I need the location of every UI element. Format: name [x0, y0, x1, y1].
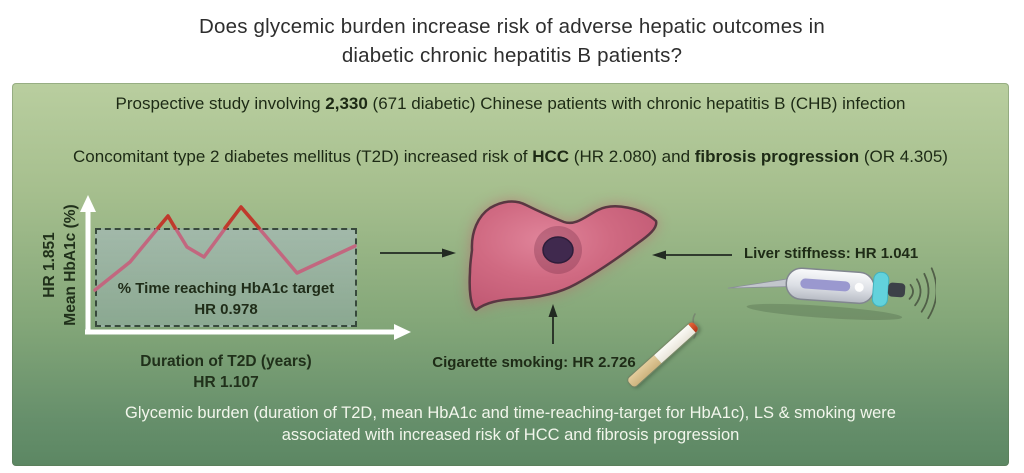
probe-stripe — [800, 278, 851, 292]
conclusion-line1: Glycemic burden (duration of T2D, mean H… — [125, 404, 896, 422]
x-axis-title: Duration of T2D (years) — [140, 353, 312, 370]
study-text-2: (671 diabetic) Chinese patients with chr… — [367, 94, 906, 113]
y-axis-arrowhead-icon — [80, 195, 96, 212]
hba1c-peak1-highlight — [156, 214, 177, 230]
y-axis-label: HR 1.851 Mean HbA1c (%) — [39, 180, 81, 350]
target-zone-label-line1: % Time reaching HbA1c target — [117, 280, 335, 297]
stat-text-2: (HR 2.080) and — [569, 147, 695, 166]
x-axis-arrowhead-icon — [394, 324, 411, 340]
target-zone-hr-value: HR 0.978 — [194, 301, 258, 318]
arrow-chart-to-liver-icon — [380, 248, 456, 258]
stat-hcc: HCC — [532, 147, 570, 166]
title-line1: Does glycemic burden increase risk of ad… — [198, 15, 826, 38]
hba1c-peak2-highlight — [223, 205, 261, 230]
stat-text-3: (OR 4.305) — [859, 147, 948, 166]
ultrasound-waves-icon — [908, 267, 936, 320]
arrow-smoking-to-liver-icon — [548, 304, 558, 344]
y-axis-hr-value: HR 1.851 — [41, 232, 58, 298]
page-title: Does glycemic burden increase risk of ad… — [0, 12, 1024, 70]
hba1c-line-chart — [80, 195, 411, 340]
cigarette-icon — [616, 313, 708, 394]
x-axis-hr-value: HR 1.107 — [193, 374, 259, 391]
title-line2: diabetic chronic hepatitis B patients? — [341, 44, 683, 67]
conclusion-line2: associated with increased risk of HCC an… — [281, 426, 740, 444]
cigarette-paper — [654, 324, 696, 364]
study-description: Prospective study involving 2,330 (671 d… — [12, 94, 1009, 114]
probe-ring — [871, 271, 890, 307]
probe-tip — [887, 282, 906, 298]
target-zone-label: % Time reaching HbA1c target HR 0.978 — [97, 278, 355, 320]
probe-needle — [727, 278, 792, 289]
probe-button — [854, 282, 864, 292]
study-text-1: Prospective study involving — [115, 94, 326, 113]
liver-icon — [468, 200, 658, 312]
cigarette-filter — [626, 355, 662, 389]
cigarette-smoking-label: Cigarette smoking: HR 2.726 — [432, 354, 636, 371]
t2d-risk-statement: Concomitant type 2 diabetes mellitus (T2… — [12, 147, 1009, 167]
tumor-icon — [542, 236, 574, 264]
stat-text-1: Concomitant type 2 diabetes mellitus (T2… — [73, 147, 533, 166]
y-axis-title: Mean HbA1c (%) — [62, 204, 79, 326]
probe-shadow — [746, 303, 903, 321]
x-axis-label: Duration of T2D (years) HR 1.107 — [95, 351, 357, 393]
liver-stiffness-label: Liver stiffness: HR 1.041 — [744, 245, 919, 262]
hba1c-trend-line — [93, 205, 357, 292]
conclusion-text: Glycemic burden (duration of T2D, mean H… — [12, 402, 1009, 446]
cigarette-body — [625, 319, 701, 390]
stat-fibrosis: fibrosis progression — [694, 147, 860, 166]
arrow-stiffness-to-liver-icon — [652, 250, 732, 260]
hba1c-target-zone: % Time reaching HbA1c target HR 0.978 — [95, 228, 357, 327]
fibroscan-probe-icon — [727, 267, 936, 321]
study-count: 2,330 — [325, 94, 368, 113]
